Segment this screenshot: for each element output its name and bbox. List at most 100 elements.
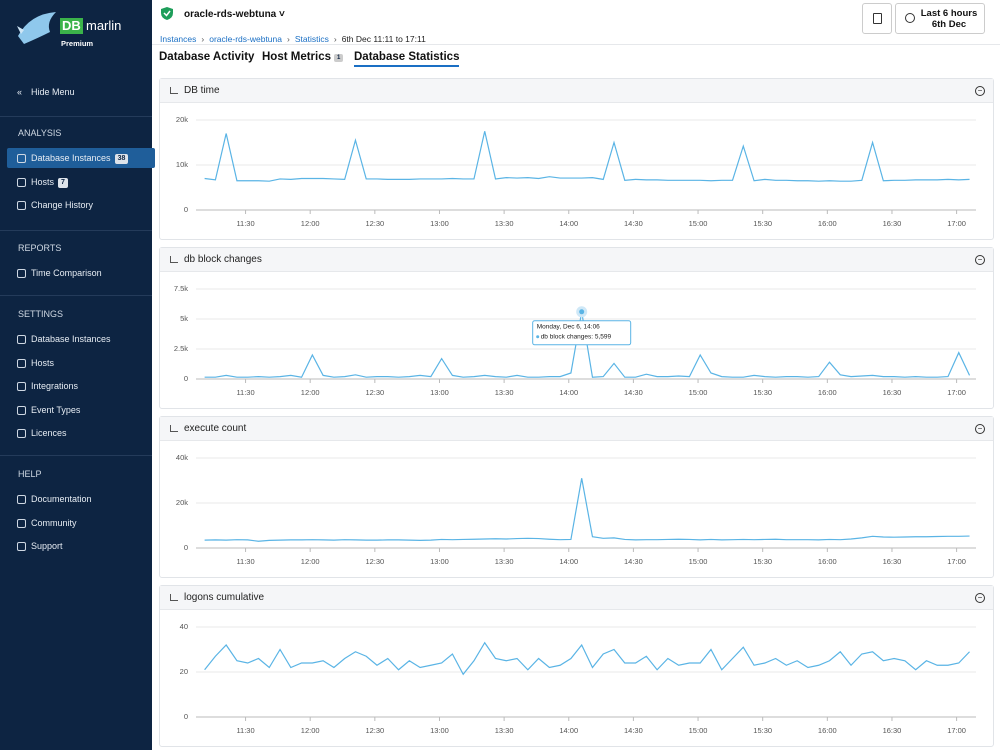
chart-icon (170, 87, 178, 94)
x-tick-label: 11:30 (236, 726, 254, 735)
section-title: HELP (18, 469, 42, 479)
nav-item[interactable]: Change History (7, 195, 155, 215)
x-tick-label: 15:30 (753, 219, 772, 228)
x-tick-label: 14:00 (559, 388, 578, 397)
x-tick-label: 15:30 (753, 726, 772, 735)
x-tick-label: 16:00 (818, 388, 837, 397)
x-tick-label: 15:00 (689, 388, 708, 397)
nav-label: Licences (31, 428, 67, 439)
nav-item[interactable]: Database Instances 38 (7, 148, 155, 168)
tab-label: Database Statistics (354, 51, 460, 63)
nav-label: Documentation (31, 494, 92, 504)
crumb-sep: › (287, 34, 290, 44)
x-tick-label: 16:30 (883, 726, 902, 735)
nav-item[interactable]: Support (7, 536, 155, 556)
x-tick-label: 17:00 (947, 219, 966, 228)
collapse-button[interactable]: − (975, 593, 985, 603)
nav-icon (17, 518, 26, 528)
x-tick-label: 12:00 (301, 726, 320, 735)
nav-icon (17, 405, 26, 415)
chart-icon (170, 256, 178, 263)
crumb-sep: › (333, 34, 337, 44)
y-tick-label: 0 (184, 374, 188, 383)
nav-icon (17, 429, 26, 439)
logo-db: DB (60, 18, 83, 34)
x-tick-label: 15:00 (689, 219, 708, 228)
nav-icon (17, 201, 26, 211)
x-tick-label: 14:30 (624, 557, 643, 566)
x-tick-label: 16:00 (818, 219, 837, 228)
x-tick-label: 13:00 (430, 219, 449, 228)
nav-item[interactable]: Community (7, 513, 155, 533)
y-tick-label: 0 (184, 712, 188, 721)
x-tick-label: 13:00 (430, 557, 449, 566)
nav-label: Support (31, 541, 63, 552)
y-tick-label: 40 (180, 622, 188, 631)
x-tick-label: 12:00 (301, 219, 320, 228)
nav-item[interactable]: Integrations (7, 376, 155, 396)
nav-item[interactable]: Hosts 7 (7, 172, 155, 192)
nav-item[interactable]: Documentation (7, 489, 155, 509)
x-tick-label: 12:30 (365, 388, 384, 397)
nav-label: Hosts (31, 176, 55, 187)
instance-select[interactable]: oracle-rds-webtuna ˅ (184, 9, 285, 20)
nav-label: Database Instances (31, 153, 111, 163)
sidebar: DB marlin Premium «Hide Menu ANALYSIS Dat… (0, 0, 155, 750)
nav-icon (17, 495, 26, 504)
nav-icon (17, 154, 26, 163)
hide-menu[interactable]: «Hide Menu (17, 87, 75, 97)
hover-point (576, 306, 588, 318)
x-tick-label: 14:00 (559, 557, 578, 566)
nav-label: Hosts (31, 357, 55, 368)
range-button[interactable]: Last 6 hours 6th Dec (895, 3, 985, 34)
logo-fish (17, 12, 56, 44)
x-tick-label: 12:00 (301, 388, 320, 397)
y-tick-label: 20 (180, 667, 188, 676)
y-tick-label: 40k (176, 453, 188, 462)
x-tick-label: 14:00 (559, 726, 578, 735)
chart-panel: execute count − 0 20k 40k 11:30 12:00 12:30 13:0… (159, 416, 994, 578)
nav-item[interactable]: Event Types (7, 400, 155, 420)
collapse-button[interactable]: − (975, 255, 985, 265)
nav-item[interactable]: Hosts (7, 353, 155, 373)
nav-label: Community (31, 517, 77, 528)
tab-label: Database Activity (159, 51, 255, 63)
instance-name: oracle-rds-webtuna (184, 9, 277, 20)
y-tick-label: 0 (184, 543, 188, 552)
separator (0, 116, 152, 117)
nav-icon (17, 382, 26, 392)
panel-header: logons cumulative − (160, 586, 993, 610)
x-tick-label: 15:00 (689, 557, 708, 566)
tab-label: Host Metrics (262, 51, 332, 63)
x-tick-label: 14:30 (624, 388, 643, 397)
tab[interactable]: Database Activity (159, 51, 254, 65)
x-tick-label: 11:30 (236, 219, 254, 228)
x-tick-label: 11:30 (236, 388, 254, 397)
collapse-button[interactable]: − (975, 424, 985, 434)
separator (0, 230, 152, 231)
x-tick-label: 15:00 (689, 726, 708, 735)
nav-icon (17, 335, 26, 344)
chart-title: execute count (184, 423, 247, 434)
logo-tier: Premium (61, 39, 94, 48)
nav-item[interactable]: Database Instances (7, 329, 155, 349)
hide-menu-label: Hide Menu (31, 87, 75, 97)
y-tick-label: 20k (176, 115, 188, 124)
x-tick-label: 14:00 (559, 219, 578, 228)
collapse-button[interactable]: − (975, 86, 985, 96)
tab[interactable]: Database Statistics (354, 51, 460, 67)
section-title: SETTINGS (18, 309, 64, 319)
nav-item[interactable]: Time Comparison (7, 263, 155, 283)
x-tick-label: 12:30 (365, 726, 384, 735)
x-tick-label: 16:30 (883, 557, 902, 566)
copy-button[interactable] (862, 3, 892, 34)
tooltip-box (532, 320, 632, 346)
section-title: REPORTS (18, 243, 62, 253)
tab[interactable]: Host Metrics 1 (262, 51, 344, 65)
chart: 0 20 40 11:30 12:00 12:30 13:00 13:30 14:00 14:30… (180, 622, 976, 735)
y-tick-label: 10k (176, 160, 188, 169)
x-tick-label: 14:30 (624, 219, 643, 228)
nav-item[interactable]: Licences (7, 423, 155, 443)
tooltip-swatch (536, 335, 540, 339)
